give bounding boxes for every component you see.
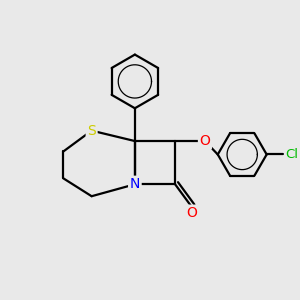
Text: O: O <box>186 206 197 220</box>
Text: Cl: Cl <box>286 148 298 161</box>
Text: N: N <box>130 177 140 191</box>
Text: O: O <box>200 134 210 148</box>
Text: S: S <box>87 124 96 138</box>
